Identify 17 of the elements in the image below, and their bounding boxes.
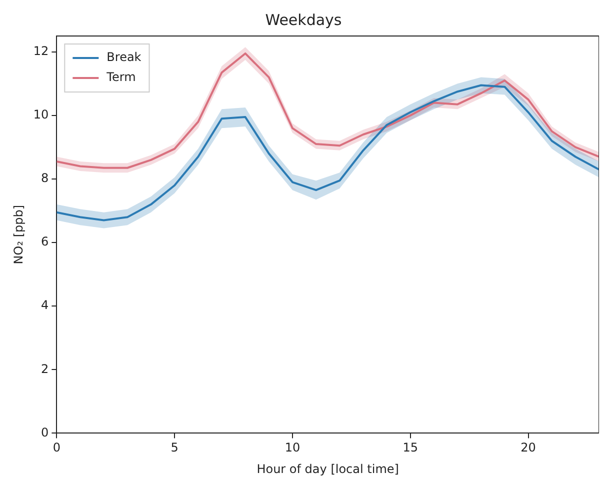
x-axis-title: Hour of day [local time] [256,462,399,476]
y-tick-label: 4 [41,298,49,312]
y-tick-label: 12 [33,44,49,58]
y-tick-label: 8 [41,171,49,186]
y-tick-label: 2 [41,362,49,376]
y-tick-label: 10 [33,108,49,122]
legend-label: Term [106,70,136,84]
y-tick-label: 6 [41,234,49,249]
x-tick-label: 5 [170,440,178,455]
x-tick-label: 20 [520,440,536,455]
x-tick-label: 0 [52,440,60,455]
x-tick-label: 10 [284,440,300,455]
x-tick-label: 15 [402,440,418,455]
y-tick-label: 0 [41,425,49,440]
chart-title: Weekdays [265,10,342,29]
y-axis-title: NO₂ [ppb] [11,204,26,264]
legend-label: Break [106,50,142,64]
